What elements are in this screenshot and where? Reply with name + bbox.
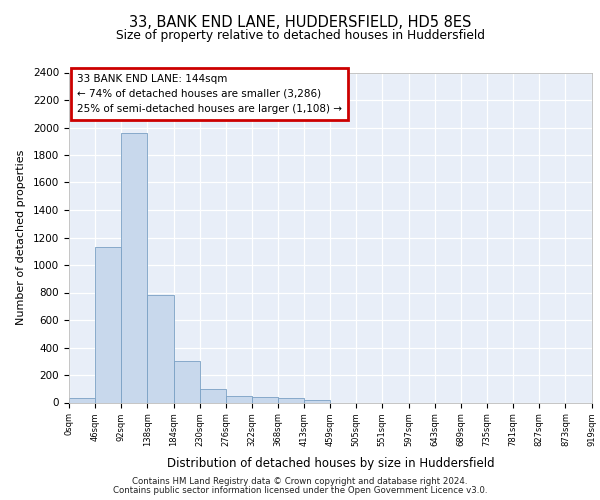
Y-axis label: Number of detached properties: Number of detached properties: [16, 150, 26, 325]
Bar: [95, 247, 121, 402]
Text: Contains HM Land Registry data © Crown copyright and database right 2024.: Contains HM Land Registry data © Crown c…: [132, 477, 468, 486]
Bar: [304, 400, 330, 402]
Text: 33, BANK END LANE, HUDDERSFIELD, HD5 8ES: 33, BANK END LANE, HUDDERSFIELD, HD5 8ES: [129, 15, 471, 30]
Bar: [69, 398, 95, 402]
Text: 33 BANK END LANE: 144sqm
← 74% of detached houses are smaller (3,286)
25% of sem: 33 BANK END LANE: 144sqm ← 74% of detach…: [77, 74, 342, 114]
Text: Contains public sector information licensed under the Open Government Licence v3: Contains public sector information licen…: [113, 486, 487, 495]
Bar: [252, 397, 278, 402]
X-axis label: Distribution of detached houses by size in Huddersfield: Distribution of detached houses by size …: [167, 458, 494, 470]
Bar: [278, 398, 304, 402]
Text: Size of property relative to detached houses in Huddersfield: Size of property relative to detached ho…: [115, 29, 485, 42]
Bar: [148, 295, 173, 403]
Bar: [226, 396, 252, 402]
Bar: [200, 389, 226, 402]
Bar: [121, 133, 148, 402]
Bar: [173, 361, 200, 403]
